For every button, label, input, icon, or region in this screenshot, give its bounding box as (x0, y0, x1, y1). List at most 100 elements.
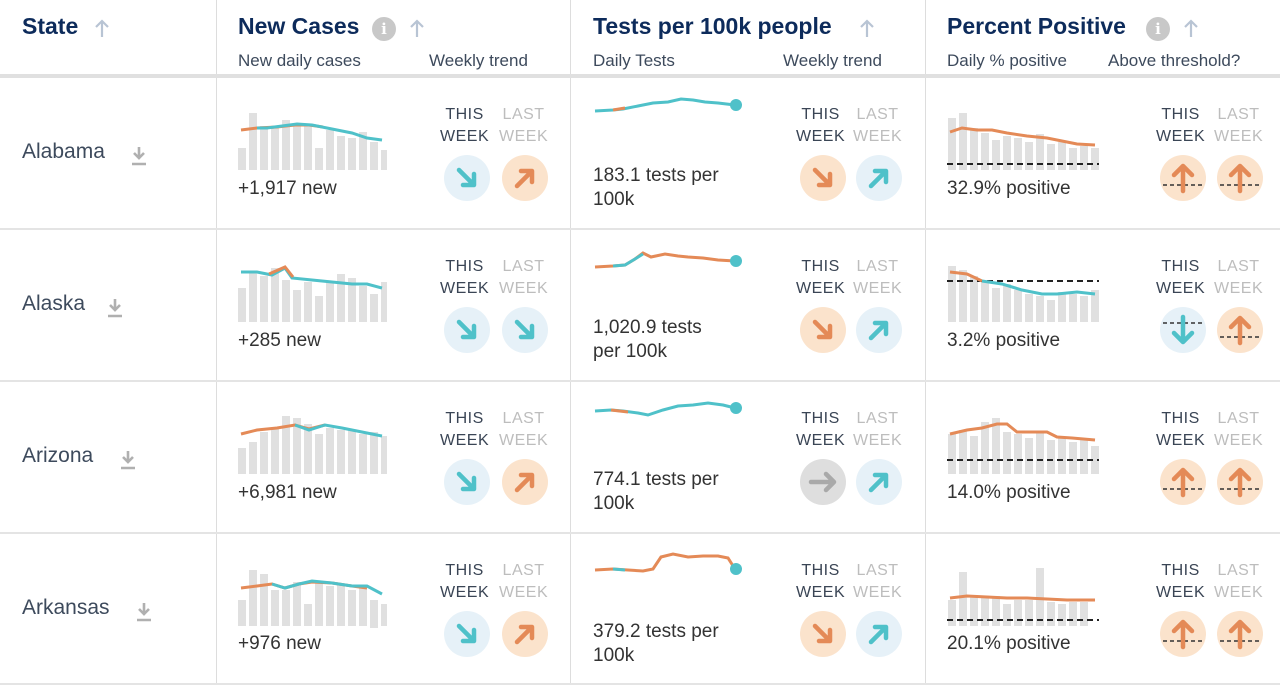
test-trend-last-week (856, 155, 902, 201)
download-icon[interactable] (129, 145, 149, 167)
sort-arrow-icon[interactable] (1182, 19, 1200, 39)
arrow-down-right-icon (456, 623, 477, 644)
arrow-down-right-icon (456, 167, 477, 188)
header-tests[interactable]: Tests per 100k people (593, 13, 832, 39)
subheader-above-threshold: Above threshold? (1108, 51, 1241, 70)
percent-positive-sparkline (947, 418, 1099, 474)
threshold-this-week (1160, 155, 1206, 201)
threshold-last-week (1217, 307, 1263, 353)
last-week-label: LAST WEEK (853, 562, 903, 601)
row-divider (0, 380, 1280, 382)
new-cases-value: +976 new (238, 633, 321, 654)
last-week-label: LAST WEEK (1214, 410, 1264, 449)
arrow-up-right-icon (868, 624, 889, 645)
last-week-label: LAST WEEK (1214, 562, 1264, 601)
arrow-down-right-icon (456, 471, 477, 492)
arrow-up-right-icon (514, 624, 535, 645)
subheader-weekly-trend: Weekly trend (783, 51, 882, 70)
arrow-up-right-icon (868, 320, 889, 341)
sort-arrow-icon[interactable] (408, 19, 426, 39)
subheader-daily-tests: Daily Tests (593, 51, 675, 70)
sort-arrow-icon[interactable] (93, 19, 111, 39)
case-trend-last-week (502, 155, 548, 201)
row-divider (0, 683, 1280, 685)
arrow-up-right-icon (868, 472, 889, 493)
case-trend-last-week (502, 611, 548, 657)
subheader-daily-percent-positive: Daily % positive (947, 51, 1067, 70)
last-week-label: LAST WEEK (1214, 258, 1264, 297)
case-trend-this-week (444, 611, 490, 657)
test-trend-this-week (800, 155, 846, 201)
this-week-label: THIS WEEK (1156, 258, 1206, 297)
arrow-up-icon (1220, 467, 1260, 498)
subheader-new-daily-cases: New daily cases (238, 51, 361, 70)
this-week-label: THIS WEEK (440, 562, 490, 601)
info-icon[interactable]: i (1146, 17, 1170, 41)
last-week-label: LAST WEEK (853, 106, 903, 145)
threshold-last-week (1217, 459, 1263, 505)
new-cases-sparkline (238, 265, 387, 322)
last-week-label: LAST WEEK (853, 410, 903, 449)
percent-positive-sparkline (947, 266, 1099, 322)
case-trend-this-week (444, 155, 490, 201)
percent-positive-value: 32.9% positive (947, 178, 1071, 199)
state-name[interactable]: Alaska (22, 292, 86, 315)
state-name[interactable]: Alabama (22, 140, 105, 163)
threshold-last-week (1217, 155, 1263, 201)
last-week-label: LAST WEEK (1214, 106, 1264, 145)
threshold-this-week (1160, 307, 1206, 353)
test-trend-this-week (800, 307, 846, 353)
state-name[interactable]: Arizona (22, 444, 94, 467)
tests-sparkline (594, 97, 742, 113)
last-week-label: LAST WEEK (499, 410, 549, 449)
this-week-label: THIS WEEK (1156, 562, 1206, 601)
this-week-label: THIS WEEK (1156, 410, 1206, 449)
header-percent-positive[interactable]: Percent Positive (947, 13, 1126, 39)
download-icon[interactable] (134, 601, 154, 623)
download-icon[interactable] (118, 449, 138, 471)
arrow-up-right-icon (514, 472, 535, 493)
new-cases-sparkline (238, 570, 387, 628)
header-divider (0, 74, 1280, 78)
last-week-label: LAST WEEK (853, 258, 903, 297)
last-week-label: LAST WEEK (499, 258, 549, 297)
this-week-label: THIS WEEK (796, 410, 846, 449)
arrow-down-right-icon (456, 319, 477, 340)
case-trend-this-week (444, 307, 490, 353)
header-new-cases[interactable]: New Cases (238, 13, 360, 39)
download-icon[interactable] (105, 297, 125, 319)
sort-arrow-icon[interactable] (858, 19, 876, 39)
info-icon[interactable]: i (372, 17, 396, 41)
arrow-up-icon (1220, 619, 1260, 650)
percent-positive-value: 3.2% positive (947, 330, 1061, 351)
arrow-down-right-icon (514, 319, 535, 340)
this-week-label: THIS WEEK (796, 562, 846, 601)
header-state[interactable]: State (22, 13, 79, 39)
threshold-last-week (1217, 611, 1263, 657)
new-cases-value: +6,981 new (238, 482, 337, 503)
percent-positive-sparkline (947, 568, 1099, 626)
arrow-up-icon (1220, 315, 1260, 346)
percent-positive-value: 14.0% positive (947, 482, 1071, 503)
state-name[interactable]: Arkansas (22, 596, 110, 619)
test-trend-this-week (800, 459, 846, 505)
subheader-weekly-trend: Weekly trend (429, 51, 528, 70)
this-week-label: THIS WEEK (440, 258, 490, 297)
tests-sparkline (594, 552, 742, 575)
arrow-up-right-icon (514, 168, 535, 189)
tests-value: 1,020.9 tests per 100k (593, 317, 702, 362)
tests-value: 379.2 tests per 100k (593, 621, 719, 666)
percent-positive-value: 20.1% positive (947, 633, 1071, 654)
last-week-label: LAST WEEK (499, 562, 549, 601)
arrow-up-icon (1163, 163, 1203, 194)
this-week-label: THIS WEEK (440, 106, 490, 145)
arrow-down-right-icon (812, 623, 833, 644)
test-trend-this-week (800, 611, 846, 657)
test-trend-last-week (856, 459, 902, 505)
tests-sparkline (594, 251, 742, 269)
arrow-down-right-icon (812, 319, 833, 340)
new-cases-value: +1,917 new (238, 178, 337, 199)
last-week-label: LAST WEEK (499, 106, 549, 145)
test-trend-last-week (856, 307, 902, 353)
arrow-up-icon (1163, 467, 1203, 498)
